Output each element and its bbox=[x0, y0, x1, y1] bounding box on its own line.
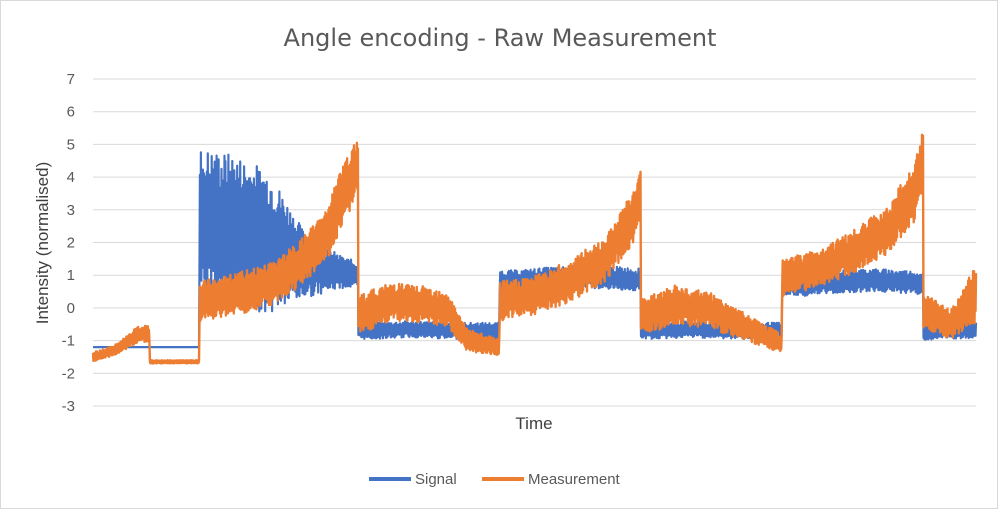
y-tick-label: 4 bbox=[67, 169, 75, 186]
legend: Signal Measurement bbox=[369, 471, 621, 488]
x-axis-label: Time bbox=[515, 414, 552, 433]
chart-title: Angle encoding - Raw Measurement bbox=[284, 24, 717, 52]
series-line-measurement bbox=[91, 133, 978, 365]
y-tick-label: -2 bbox=[62, 365, 75, 382]
y-tick-label: 2 bbox=[67, 235, 75, 252]
y-tick-labels: -3 -2 -1 0 1 2 3 4 5 6 7 bbox=[62, 71, 75, 415]
y-tick-label: -3 bbox=[62, 398, 75, 415]
legend-label-signal: Signal bbox=[415, 471, 457, 488]
series-lines bbox=[91, 133, 978, 365]
y-tick-label: 0 bbox=[67, 300, 75, 317]
y-tick-label: 3 bbox=[67, 202, 75, 219]
y-tick-label: 5 bbox=[67, 136, 75, 153]
y-tick-label: -1 bbox=[62, 333, 75, 350]
legend-label-measurement: Measurement bbox=[528, 471, 621, 488]
y-tick-label: 6 bbox=[67, 104, 75, 121]
y-tick-label: 7 bbox=[67, 71, 75, 88]
y-axis-label: Intensity (normalised) bbox=[33, 162, 52, 325]
y-tick-label: 1 bbox=[67, 267, 75, 284]
